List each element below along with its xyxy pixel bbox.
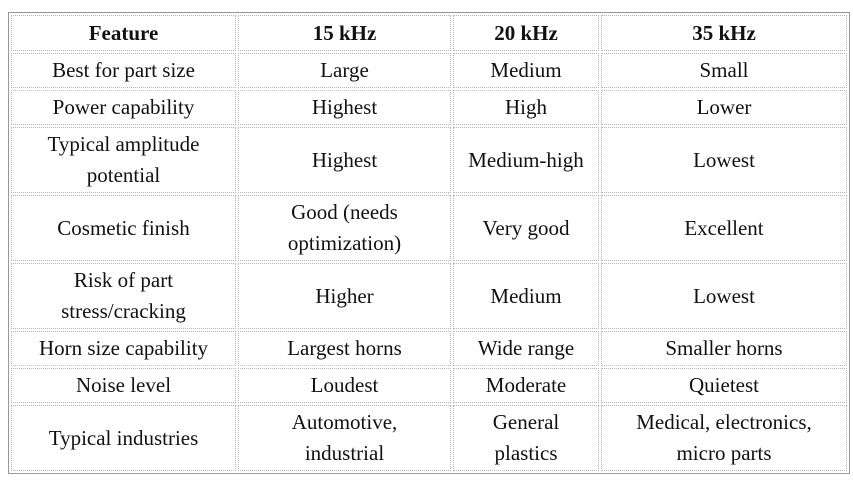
table-row: Typical industries Automotive, industrial G… [11, 405, 847, 471]
cell-line: Wide range [477, 336, 575, 360]
cell-line: Lowest [693, 283, 755, 308]
cell-line: Very good [482, 215, 570, 240]
table-cell: Quietest [601, 368, 847, 403]
table-cell: Typical amplitude potential [11, 127, 236, 193]
comparison-table: Feature 15 kHz 20 kHz 35 kHz Best for part … [8, 12, 850, 474]
cell-line: Risk of part [73, 268, 174, 292]
cell-line: Medium-high [468, 147, 584, 172]
table-cell: Smaller horns [601, 331, 847, 366]
table-cell: Typical industries [11, 405, 236, 471]
table-row: Horn size capability Largest horns Wide ra… [11, 331, 847, 366]
cell-line: Power capability [52, 95, 195, 119]
table-row: Noise level Loudest Moderate Quietest [11, 368, 847, 403]
table-row: Cosmetic finish Good (needs optimization) V… [11, 195, 847, 261]
cell-line: potential [86, 163, 161, 187]
header-cell: Feature [11, 15, 236, 51]
table-cell: Largest horns [238, 331, 451, 366]
table-row: Power capability Highest High Lower [11, 90, 847, 125]
table-cell: Medium [453, 53, 599, 88]
cell-line: Large [320, 58, 369, 82]
cell-line: Quietest [689, 373, 759, 397]
header-cell: 15 kHz [238, 15, 451, 51]
header-cell: 20 kHz [453, 15, 599, 51]
table-cell: Noise level [11, 368, 236, 403]
table-cell: Good (needs optimization) [238, 195, 451, 261]
cell-line: Small [699, 58, 749, 82]
cell-line: optimization) [287, 231, 402, 255]
table-cell: Medical, electronics, micro parts [601, 405, 847, 471]
table-cell: Power capability [11, 90, 236, 125]
table-cell: Lower [601, 90, 847, 125]
cell-line: plastics [494, 441, 558, 465]
table-cell: Highest [238, 127, 451, 193]
table-cell: Excellent [601, 195, 847, 261]
cell-line: Automotive, [291, 410, 398, 434]
header-row: Feature 15 kHz 20 kHz 35 kHz [11, 15, 847, 51]
table-cell: Medium-high [453, 127, 599, 193]
cell-line: Moderate [485, 373, 567, 397]
cell-line: Medical, electronics, [636, 410, 812, 434]
cell-line: Lowest [693, 147, 755, 172]
cell-line: industrial [304, 441, 385, 465]
cell-line: Best for part size [52, 58, 195, 82]
table-row: Risk of part stress/cracking Higher Medium L… [11, 263, 847, 329]
cell-line: Largest horns [287, 336, 402, 360]
cell-line: Cosmetic finish [57, 215, 190, 240]
table-cell: Risk of part stress/cracking [11, 263, 236, 329]
cell-line: Medium [490, 283, 562, 308]
cell-line: Lower [696, 95, 752, 119]
cell-line: stress/cracking [61, 299, 186, 323]
cell-line: General [492, 410, 560, 434]
table-body: Best for part size Large Medium Small Power … [11, 53, 847, 471]
table-cell: Highest [238, 90, 451, 125]
table-cell: Large [238, 53, 451, 88]
table-row: Typical amplitude potential Highest Medium-… [11, 127, 847, 193]
table-cell: Lowest [601, 263, 847, 329]
table-cell: Horn size capability [11, 331, 236, 366]
table-cell: Loudest [238, 368, 451, 403]
header-cell: 35 kHz [601, 15, 847, 51]
table-cell: Moderate [453, 368, 599, 403]
cell-line: Higher [315, 283, 374, 308]
table-cell: Higher [238, 263, 451, 329]
cell-line: Medium [490, 58, 562, 82]
cell-line: Typical industries [48, 425, 199, 450]
cell-line: Smaller horns [665, 336, 783, 360]
cell-line: High [505, 95, 547, 119]
table-cell: Small [601, 53, 847, 88]
table-cell: Lowest [601, 127, 847, 193]
cell-line: Horn size capability [38, 336, 209, 360]
table-cell: Medium [453, 263, 599, 329]
cell-line: micro parts [676, 441, 772, 465]
cell-line: Excellent [684, 215, 764, 240]
table-cell: General plastics [453, 405, 599, 471]
cell-line: Highest [311, 147, 378, 172]
cell-line: Typical amplitude [47, 132, 200, 156]
cell-line: Highest [311, 95, 378, 119]
cell-line: Good (needs [291, 200, 398, 224]
cell-line: Loudest [310, 373, 379, 397]
table-cell: Wide range [453, 331, 599, 366]
table-cell: Automotive, industrial [238, 405, 451, 471]
table-row: Best for part size Large Medium Small [11, 53, 847, 88]
table-cell: Best for part size [11, 53, 236, 88]
table-cell: Cosmetic finish [11, 195, 236, 261]
table-cell: Very good [453, 195, 599, 261]
cell-line: Noise level [75, 373, 172, 397]
table-cell: High [453, 90, 599, 125]
